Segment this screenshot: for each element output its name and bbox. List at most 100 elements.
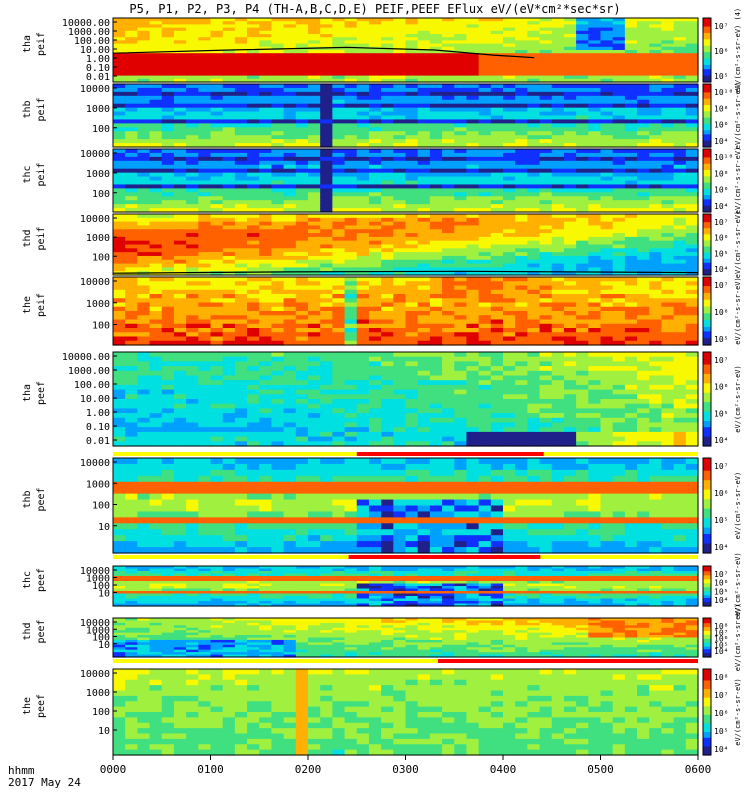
- heatmap-cell: [113, 24, 126, 29]
- heatmap-cell: [612, 323, 626, 329]
- heatmap-cell: [649, 119, 663, 124]
- heatmap-cell: [466, 289, 480, 295]
- heatmap-cell: [161, 200, 175, 205]
- heatmap-cell: [161, 403, 175, 409]
- heatmap-cell: [527, 408, 541, 414]
- heatmap-cell: [161, 46, 175, 51]
- heatmap-cell: [113, 30, 126, 35]
- heatmap-cell: [551, 115, 565, 121]
- heatmap-cell: [685, 255, 699, 261]
- colorbar-tick-label: 10⁷: [714, 218, 728, 227]
- heatmap-cell: [466, 259, 480, 265]
- heatmap-cell: [344, 53, 358, 57]
- heatmap-cell: [149, 192, 163, 197]
- heatmap-cell: [161, 267, 175, 272]
- heatmap-cell: [624, 267, 638, 272]
- heatmap-cell: [283, 225, 297, 230]
- heatmap-cell: [222, 263, 236, 268]
- heatmap-cell: [234, 18, 248, 22]
- heatmap-cell: [503, 87, 516, 93]
- heatmap-cell: [247, 103, 260, 109]
- heatmap-cell: [588, 111, 602, 117]
- heatmap-cell: [271, 217, 285, 223]
- heatmap-cell: [600, 271, 614, 276]
- heatmap-cell: [295, 87, 309, 93]
- heatmap-cell: [283, 184, 297, 189]
- heatmap-cell: [563, 204, 577, 209]
- heatmap-cell: [210, 143, 224, 148]
- heatmap-cell: [588, 75, 602, 80]
- colorbar-cell: [703, 121, 711, 125]
- heatmap-cell: [442, 389, 455, 395]
- heatmap-cell: [222, 72, 236, 77]
- heatmap-cell: [515, 263, 528, 268]
- heatmap-cell: [173, 56, 187, 61]
- heatmap-cell: [332, 294, 346, 299]
- heatmap-cell: [478, 69, 492, 73]
- heatmap-cell: [551, 328, 565, 333]
- heatmap-cell: [173, 91, 187, 97]
- heatmap-cell: [515, 311, 528, 316]
- heatmap-cell: [490, 229, 504, 234]
- heatmap-cell: [368, 252, 382, 257]
- heatmap-cell: [125, 188, 138, 193]
- heatmap-cell: [393, 66, 407, 70]
- heatmap-cell: [234, 115, 248, 121]
- heatmap-cell: [527, 236, 541, 242]
- heatmap-cell: [271, 380, 285, 386]
- heatmap-cell: [442, 192, 455, 197]
- heatmap-cell: [539, 21, 553, 25]
- heatmap-cell: [283, 394, 297, 400]
- heatmap-cell: [551, 37, 565, 41]
- heatmap-cell: [393, 319, 407, 325]
- heatmap-cell: [673, 233, 687, 238]
- heatmap-cell: [113, 361, 126, 367]
- heatmap-cell: [490, 30, 504, 35]
- heatmap-cell: [478, 214, 492, 219]
- heatmap-cell: [539, 50, 553, 54]
- heatmap-cell: [259, 236, 273, 242]
- heatmap-cell: [539, 164, 553, 170]
- heatmap-cell: [478, 84, 492, 89]
- heatmap-cell: [137, 103, 151, 109]
- heatmap-cell: [649, 240, 663, 246]
- heatmap-cell: [320, 294, 333, 299]
- heatmap-cell: [356, 208, 370, 213]
- heatmap-cell: [478, 95, 492, 101]
- heatmap-cell: [259, 66, 273, 70]
- heatmap-cell: [161, 103, 175, 109]
- heatmap-cell: [320, 427, 333, 433]
- heatmap-cell: [161, 99, 175, 105]
- heatmap-cell: [259, 417, 273, 424]
- heatmap-cell: [259, 164, 273, 170]
- heatmap-cell: [551, 78, 565, 83]
- heatmap-cell: [673, 18, 687, 22]
- heatmap-cell: [454, 441, 468, 447]
- heatmap-cell: [308, 311, 321, 316]
- heatmap-cell: [259, 319, 273, 325]
- heatmap-cell: [478, 46, 492, 51]
- heatmap-cell: [661, 66, 675, 70]
- heatmap-cell: [490, 196, 504, 201]
- heatmap-cell: [405, 356, 419, 362]
- heatmap-cell: [490, 302, 504, 308]
- heatmap-cell: [393, 87, 407, 93]
- heatmap-cell: [637, 172, 650, 178]
- heatmap-cell: [503, 34, 516, 38]
- heatmap-cell: [515, 294, 528, 299]
- heatmap-cell: [478, 75, 492, 80]
- heatmap-cell: [417, 294, 431, 299]
- heatmap-cell: [186, 240, 199, 246]
- heatmap-cell: [308, 119, 321, 124]
- heatmap-cell: [539, 192, 553, 197]
- heatmap-cell: [515, 340, 528, 346]
- heatmap-cell: [113, 277, 126, 282]
- heatmap-cell: [417, 380, 431, 386]
- heatmap-cell: [198, 75, 212, 80]
- heatmap-cell: [527, 123, 541, 128]
- heatmap-cell: [442, 78, 455, 83]
- heatmap-cell: [234, 172, 248, 178]
- heatmap-cell: [210, 306, 224, 312]
- heatmap-cell: [466, 46, 480, 51]
- heatmap-cell: [332, 271, 346, 276]
